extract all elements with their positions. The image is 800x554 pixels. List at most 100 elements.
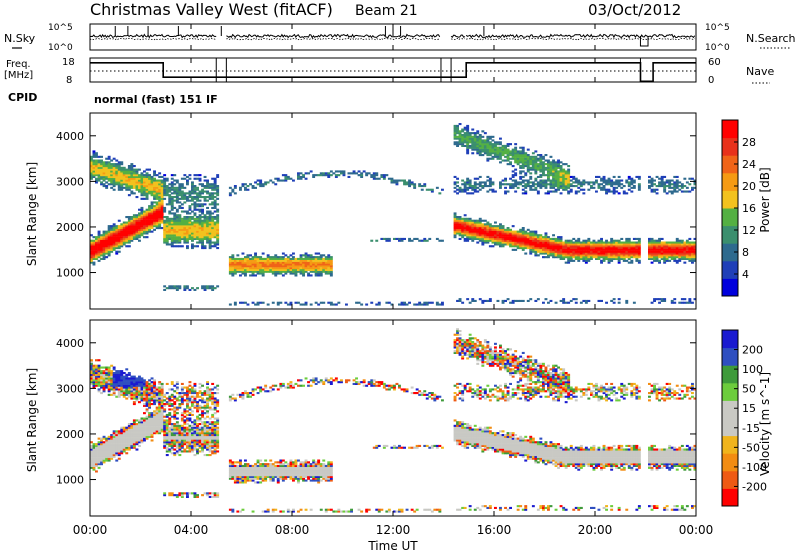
power-cell <box>153 188 156 191</box>
power-cell <box>193 288 197 291</box>
velocity-cell <box>100 443 103 446</box>
power-cell <box>605 247 608 250</box>
power-cell <box>327 263 331 266</box>
power-cell <box>107 243 111 246</box>
power-cell <box>249 274 252 277</box>
power-cell <box>617 301 621 304</box>
velocity-cell <box>112 384 116 387</box>
power-cell <box>115 183 119 186</box>
velocity-cell <box>148 392 151 395</box>
power-cell <box>168 188 172 191</box>
velocity-cell <box>127 423 131 426</box>
power-cell <box>102 165 106 168</box>
power-cell <box>279 263 283 266</box>
power-cell <box>622 256 626 259</box>
power-cell <box>233 192 237 195</box>
power-cell <box>486 223 490 226</box>
velocity-cell <box>105 452 109 455</box>
velocity-cell <box>115 443 119 446</box>
power-cell <box>615 254 619 257</box>
power-cell <box>140 192 144 195</box>
power-cell <box>115 252 119 255</box>
power-cell <box>488 299 492 302</box>
power-cell <box>281 259 285 262</box>
power-cell <box>478 150 482 153</box>
power-cell <box>605 179 608 182</box>
power-cell <box>175 230 179 233</box>
power-cell <box>244 267 247 270</box>
power-cell <box>612 190 616 193</box>
velocity-cell <box>120 430 124 433</box>
power-cell <box>413 183 417 186</box>
power-cell <box>175 223 179 226</box>
power-cell <box>122 168 126 171</box>
power-cell <box>168 285 172 288</box>
power-cell <box>314 267 318 270</box>
power-cell <box>511 241 515 244</box>
power-cell <box>511 299 515 302</box>
power-cell <box>289 261 293 264</box>
power-cell <box>693 256 697 259</box>
power-cell <box>549 170 553 173</box>
power-colorbar-swatch <box>722 243 738 262</box>
power-cell <box>453 126 457 129</box>
power-cell <box>334 174 338 177</box>
power-cell <box>102 237 106 240</box>
power-cell <box>486 159 490 162</box>
power-cell <box>143 190 146 193</box>
power-cell <box>191 234 194 237</box>
power-cell <box>292 256 295 259</box>
power-cell <box>473 144 477 147</box>
velocity-cell <box>115 372 119 375</box>
power-cell <box>471 237 475 240</box>
nsky-lines <box>89 26 696 47</box>
velocity-cell <box>120 372 124 375</box>
power-cell <box>524 155 528 158</box>
power-cell <box>610 257 614 260</box>
power-cell <box>524 245 528 248</box>
power-cell <box>590 250 593 253</box>
power-cell <box>408 179 411 182</box>
power-cell <box>178 236 182 239</box>
power-cell <box>138 227 141 230</box>
power-cell <box>370 175 374 178</box>
power-cell <box>299 267 303 270</box>
power-cell <box>105 248 109 251</box>
power-cell <box>163 183 167 186</box>
power-cell <box>602 250 606 253</box>
power-cell <box>461 230 465 233</box>
velocity-cell <box>110 384 114 387</box>
power-cell <box>100 248 103 251</box>
power-cell <box>531 183 535 186</box>
power-cell <box>322 261 326 264</box>
power-cell <box>329 267 333 270</box>
power-cell <box>476 223 480 226</box>
power-cell <box>163 219 167 222</box>
power-cell <box>208 230 212 233</box>
velocity-cell <box>117 395 121 398</box>
power-cell <box>117 228 121 231</box>
power-cell <box>196 245 199 248</box>
nsky-series-3 <box>465 33 696 39</box>
power-cell <box>514 243 518 246</box>
power-cell <box>286 270 290 273</box>
power-cell <box>183 216 187 219</box>
power-cell <box>241 252 245 255</box>
velocity-cell <box>95 370 98 373</box>
power-cell <box>542 161 545 164</box>
velocity-cell <box>150 423 154 426</box>
power-cell <box>299 175 303 178</box>
power-cell <box>211 203 215 206</box>
power-cell <box>211 285 215 288</box>
power-cell <box>648 254 651 257</box>
power-cell <box>478 175 482 178</box>
power-cell <box>228 270 232 273</box>
power-cell <box>632 252 636 255</box>
velocity-cell <box>138 379 141 382</box>
velocity-cell <box>117 450 121 453</box>
power-cell <box>506 159 510 162</box>
power-cell <box>590 254 593 257</box>
power-cell <box>473 234 477 237</box>
power-cell <box>668 254 672 257</box>
power-cell <box>393 179 396 182</box>
